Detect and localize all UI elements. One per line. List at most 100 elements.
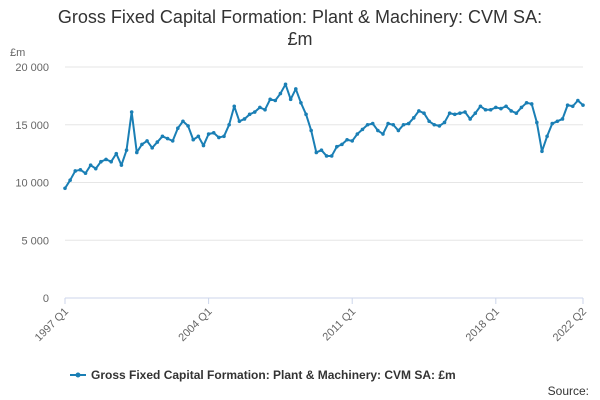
data-point[interactable]: [176, 126, 180, 131]
data-point[interactable]: [283, 82, 288, 87]
data-point[interactable]: [483, 107, 488, 112]
data-point[interactable]: [555, 119, 560, 124]
data-point[interactable]: [519, 105, 524, 110]
data-point[interactable]: [406, 121, 411, 126]
data-point[interactable]: [140, 142, 144, 147]
data-point[interactable]: [104, 157, 108, 162]
data-point[interactable]: [468, 117, 472, 121]
data-point[interactable]: [242, 117, 247, 121]
data-point[interactable]: [63, 186, 67, 191]
data-point[interactable]: [504, 104, 508, 109]
data-point[interactable]: [252, 110, 257, 114]
data-point[interactable]: [135, 150, 139, 155]
data-point[interactable]: [170, 139, 175, 143]
data-point[interactable]: [191, 137, 196, 142]
data-point[interactable]: [391, 122, 396, 127]
data-point[interactable]: [247, 112, 252, 117]
data-point[interactable]: [329, 154, 334, 158]
data-point[interactable]: [581, 103, 585, 107]
data-point[interactable]: [299, 101, 303, 105]
data-point[interactable]: [411, 116, 416, 120]
data-point[interactable]: [196, 134, 201, 139]
data-point[interactable]: [550, 121, 555, 126]
data-point[interactable]: [432, 122, 437, 127]
data-point[interactable]: [545, 134, 549, 139]
data-point[interactable]: [437, 124, 442, 128]
data-point[interactable]: [73, 169, 78, 173]
data-point[interactable]: [314, 150, 319, 155]
data-point[interactable]: [422, 111, 426, 115]
data-point[interactable]: [68, 178, 72, 182]
data-point[interactable]: [488, 107, 493, 112]
data-point[interactable]: [576, 98, 580, 103]
data-point[interactable]: [401, 122, 406, 127]
data-point[interactable]: [427, 119, 431, 124]
data-point[interactable]: [288, 97, 293, 102]
data-point[interactable]: [181, 119, 185, 124]
data-point[interactable]: [278, 91, 283, 96]
data-point[interactable]: [268, 97, 272, 102]
data-point[interactable]: [237, 119, 242, 124]
data-point[interactable]: [540, 149, 544, 154]
data-point[interactable]: [258, 105, 262, 110]
data-point[interactable]: [560, 117, 565, 121]
data-point[interactable]: [386, 121, 390, 126]
data-point[interactable]: [319, 148, 324, 152]
data-point[interactable]: [355, 132, 360, 136]
data-point[interactable]: [211, 131, 216, 135]
data-point[interactable]: [78, 167, 83, 172]
data-point[interactable]: [499, 106, 503, 111]
legend-label[interactable]: Gross Fixed Capital Formation: Plant & M…: [91, 368, 456, 382]
data-point[interactable]: [376, 128, 380, 133]
data-point[interactable]: [293, 87, 298, 91]
data-point[interactable]: [114, 151, 119, 156]
data-point[interactable]: [565, 103, 570, 107]
data-point[interactable]: [494, 105, 498, 110]
data-point[interactable]: [145, 139, 149, 143]
data-point[interactable]: [129, 110, 134, 114]
data-point[interactable]: [263, 107, 267, 112]
data-point[interactable]: [417, 109, 421, 113]
data-point[interactable]: [165, 136, 170, 141]
data-point[interactable]: [529, 102, 534, 106]
data-point[interactable]: [452, 112, 457, 117]
data-point[interactable]: [222, 134, 226, 139]
data-point[interactable]: [304, 112, 308, 117]
data-point[interactable]: [340, 142, 344, 147]
data-point[interactable]: [350, 139, 355, 143]
data-point[interactable]: [324, 154, 329, 158]
data-point[interactable]: [442, 120, 447, 125]
data-point[interactable]: [370, 121, 375, 126]
data-point[interactable]: [473, 111, 478, 115]
data-point[interactable]: [201, 143, 206, 148]
data-point[interactable]: [309, 128, 313, 133]
data-point[interactable]: [535, 120, 539, 125]
data-point[interactable]: [119, 163, 124, 167]
data-point[interactable]: [232, 104, 237, 109]
data-point[interactable]: [360, 127, 365, 132]
data-point[interactable]: [381, 132, 385, 136]
data-point[interactable]: [88, 163, 93, 167]
data-point[interactable]: [478, 104, 483, 109]
data-point[interactable]: [365, 122, 370, 127]
data-point[interactable]: [463, 110, 467, 114]
data-point[interactable]: [160, 134, 165, 139]
data-point[interactable]: [524, 101, 529, 105]
data-point[interactable]: [217, 135, 221, 140]
legend[interactable]: Gross Fixed Capital Formation: Plant & M…: [70, 368, 456, 382]
data-point[interactable]: [509, 109, 513, 113]
data-point[interactable]: [186, 124, 190, 128]
data-point[interactable]: [458, 111, 462, 115]
data-point[interactable]: [99, 159, 103, 164]
data-point[interactable]: [514, 111, 519, 115]
data-point[interactable]: [447, 111, 452, 115]
data-point[interactable]: [109, 159, 113, 164]
data-point[interactable]: [83, 171, 88, 176]
data-point[interactable]: [335, 144, 339, 149]
data-point[interactable]: [124, 148, 129, 152]
data-point[interactable]: [93, 166, 98, 171]
data-point[interactable]: [570, 104, 575, 109]
data-point[interactable]: [150, 146, 154, 150]
data-point[interactable]: [155, 140, 160, 144]
data-point[interactable]: [273, 98, 278, 103]
